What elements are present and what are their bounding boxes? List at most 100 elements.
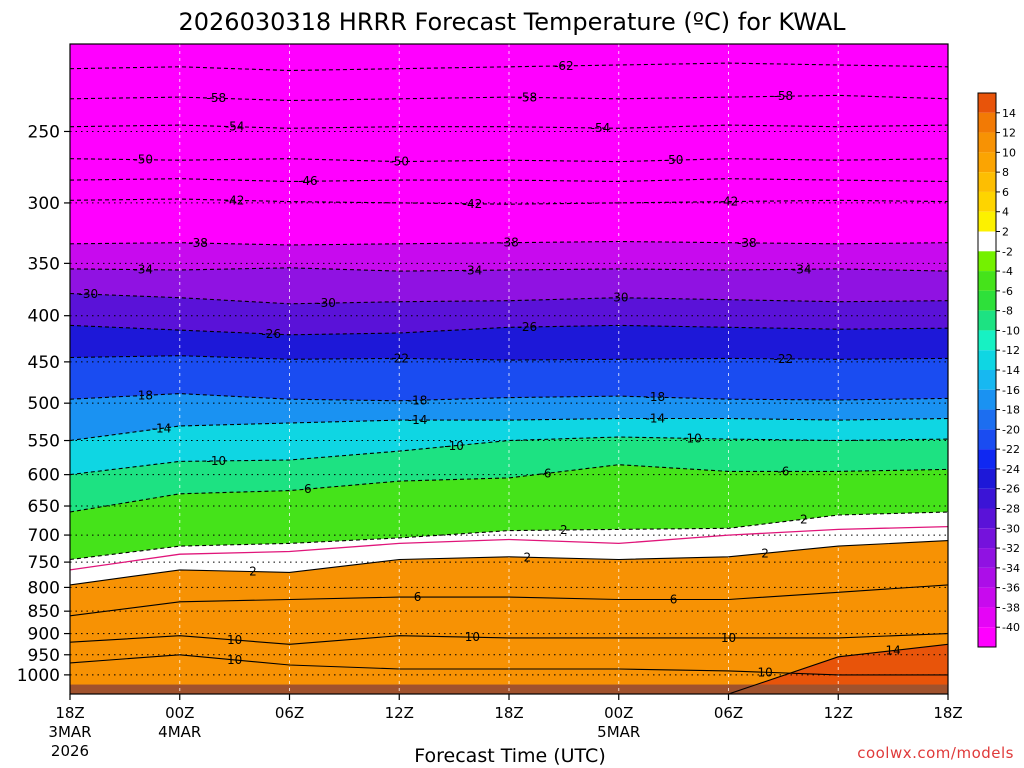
isotherm-labels: -62-58 -58 -58-54 -54-50 -50 -50-46-42 -42 -42-… [78,59,900,679]
colorbar-label: -26 [1002,483,1020,496]
isotherm-label: -6 [777,464,789,478]
isotherm-label: -22 [389,351,409,365]
y-tick-label: 950 [28,646,60,666]
svg-text:-54: -54 [591,121,611,135]
y-tick-label: 800 [28,578,60,598]
y-tick-label: 400 [28,307,60,327]
svg-text:6: 6 [414,590,422,604]
svg-text:-2: -2 [796,512,808,526]
isotherm-line [70,94,948,102]
isotherm-label: -46 [298,174,318,188]
svg-text:10: 10 [721,631,736,645]
svg-text:-26: -26 [261,327,281,341]
svg-text:-42: -42 [719,195,739,209]
colorbar-label: -16 [1002,384,1020,397]
isotherm-label: -10 [207,454,227,468]
credit-text: coolwx.com/models [857,744,1014,762]
isotherm-line [70,654,948,676]
svg-text:-58: -58 [207,91,227,105]
x-tick-label: 00Z [604,704,633,722]
isotherm-label: 10 [227,653,242,667]
isotherm-label: -54 [591,121,611,135]
isotherm-label: -42 [225,193,245,207]
isotherm-label: -18 [646,390,666,404]
svg-text:-50: -50 [389,155,409,169]
isotherm-label: -18 [133,389,153,403]
svg-text:-38: -38 [188,236,208,250]
isotherm-line [70,511,948,561]
colorbar-label: 8 [1002,166,1009,179]
isotherm-line [70,633,948,645]
colorbar-swatch [978,112,996,133]
isotherm-label: 14 [885,644,900,658]
colorbar-label: -34 [1002,562,1020,575]
svg-text:-62: -62 [554,59,574,73]
colorbar-swatch [978,350,996,370]
x-tick-year: 2026 [51,742,89,760]
svg-text:6: 6 [670,592,678,606]
colorbar-swatch [978,290,996,311]
isotherm-line [70,525,948,571]
y-tick-label: 700 [28,526,60,546]
isotherm-label: -58 [207,91,227,105]
svg-text:10: 10 [227,653,242,667]
isotherm-label: -62 [554,59,574,73]
svg-text:-22: -22 [389,351,409,365]
pressure-axis: 250 300 350 400 450 500 550 600 650 700 750 800 850 9… [17,122,70,686]
isotherm-label: 10 [465,630,480,644]
svg-text:-30: -30 [316,296,336,310]
colorbar-label: -18 [1002,404,1020,417]
isotherm-label: 2 [560,523,568,537]
isotherm-line [70,643,948,694]
colorbar-label: -4 [1002,265,1013,278]
colorbar-label: -12 [1002,344,1020,357]
isotherm-label: -38 [188,236,208,250]
colorbar-swatch [978,607,996,628]
svg-text:-34: -34 [792,262,812,276]
colorbar-label: -22 [1002,443,1020,456]
y-tick-label: 450 [28,353,60,373]
svg-text:2: 2 [523,550,531,564]
y-tick-label: 500 [28,394,60,414]
colorbar-swatch [978,468,996,489]
colorbar-swatch [978,211,996,232]
svg-text:-10: -10 [207,454,227,468]
colorbar-label: -14 [1002,364,1020,377]
isotherm-contours [70,62,948,694]
isotherm-line [70,417,948,442]
colorbar-label: -10 [1002,324,1020,337]
x-tick-label: 12Z [824,704,853,722]
y-tick-label: 900 [28,625,60,645]
svg-text:2: 2 [249,565,257,579]
colorbar-label: -24 [1002,463,1020,476]
colorbar-swatch [978,310,996,331]
svg-text:2: 2 [560,523,568,537]
isotherm-label: -42 [463,197,483,211]
colorbar-swatch [978,488,996,509]
svg-text:-26: -26 [517,320,537,334]
svg-text:10: 10 [757,665,772,679]
colorbar-swatch [978,389,996,410]
isotherm-label: 10 [721,631,736,645]
colorbar-label: 14 [1002,107,1016,120]
colorbar-swatch [978,567,996,588]
isotherm-line [70,198,948,205]
colorbar-label: 12 [1002,127,1016,140]
y-tick-label: 550 [28,432,60,452]
y-tick-label: 850 [28,602,60,622]
colorbar-swatch [978,449,996,469]
pressure-grid-lines [70,44,948,694]
isotherm-label: -18 [408,393,428,407]
svg-text:-6: -6 [777,464,789,478]
y-tick-label: 350 [28,254,60,274]
isotherm-label: -38 [499,236,519,250]
svg-text:-50: -50 [133,153,153,167]
isotherm-label: -30 [78,287,98,301]
isotherm-label: -30 [609,291,629,305]
isotherm-label: -6 [540,467,552,481]
x-tick-label: 06Z [714,704,743,722]
colorbar-swatch [978,251,996,272]
svg-text:-14: -14 [646,412,666,426]
svg-text:-38: -38 [499,236,519,250]
